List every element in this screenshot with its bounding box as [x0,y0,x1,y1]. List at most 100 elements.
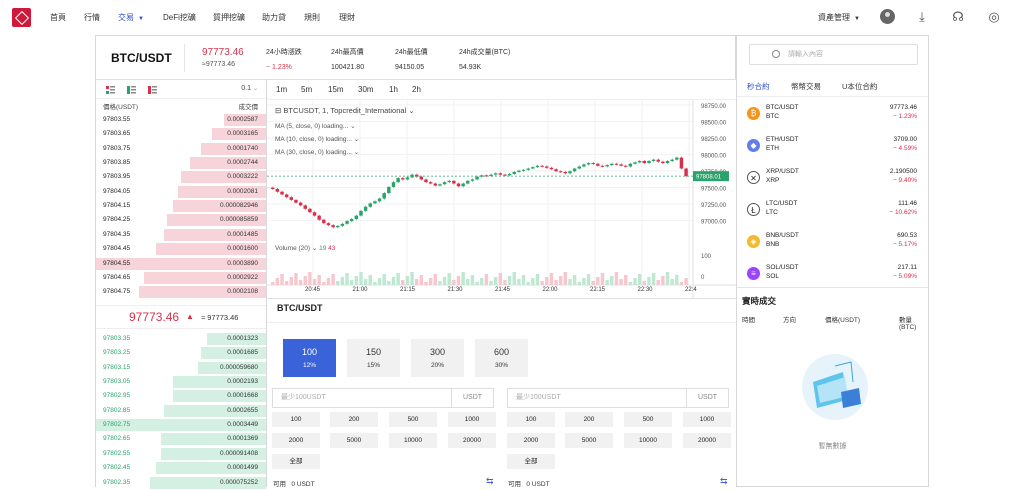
nav-staking[interactable]: 質押挖礦 [213,13,245,22]
orderbook-both-icon[interactable] [106,86,115,94]
bid-row[interactable]: 97803.25 0.0001685 [96,346,266,360]
avatar[interactable] [880,9,895,24]
all-button[interactable]: 全部 [272,454,320,469]
ask-row[interactable]: 97804.25 0.000085859 [96,213,266,227]
tab-spot[interactable]: 幣幣交易 [791,82,821,91]
pair-title[interactable]: BTC/USDT [111,51,172,65]
volume-label[interactable]: Volume (20) ⌄ 19 43 [275,245,336,252]
quick-amount-button[interactable]: 1000 [683,412,731,427]
buy-amount-input[interactable]: 最少100USDT USDT [272,388,494,408]
nav-defi[interactable]: DeFi挖礦 [163,13,196,22]
timeframe-2h[interactable]: 2h [412,85,421,94]
bid-row[interactable]: 97802.35 0.000075252 [96,476,266,490]
coin-row[interactable]: ◈ BNB/USDT BNB 690.53 − 5.17% [737,226,928,258]
ask-row[interactable]: 97804.45 0.0001600 [96,242,266,256]
quick-amount-button[interactable]: 2000 [507,433,555,448]
search-input[interactable]: 請輸入內容 [749,44,918,65]
coin-row[interactable]: ◆ ETH/USDT ETH 3709.00 − 4.59% [737,130,928,162]
coin-row[interactable]: Ł LTC/USDT LTC 111.46 − 10.62% [737,194,928,226]
all-button[interactable]: 全部 [507,454,555,469]
quick-amount-button[interactable]: 10000 [389,433,437,448]
nav-trade[interactable]: 交易 ▼ [118,12,144,23]
mid-price-sub: ≈ 97773.46 [201,313,239,322]
ask-row[interactable]: 97804.65 0.0002922 [96,271,266,285]
quick-amount-button[interactable]: 5000 [565,433,613,448]
ask-row[interactable]: 97803.65 0.0003165 [96,127,266,141]
chevron-down-icon[interactable]: ⌄ [408,106,415,115]
coin-row[interactable]: ✕ XRP/USDT XRP 2.190500 − 9.40% [737,162,928,194]
nav-home[interactable]: 首頁 [50,13,66,22]
quick-amount-button[interactable]: 100 [272,412,320,427]
timeframe-1h[interactable]: 1h [389,85,398,94]
globe-icon[interactable]: ◎ [988,9,1000,24]
asset-management-menu[interactable]: 資產管理 ▼ [818,12,860,23]
transfer-icon[interactable]: ⇆ [486,476,494,486]
quick-amount-button[interactable]: 10000 [624,433,672,448]
orderbook-bids-icon[interactable] [127,86,136,94]
ask-row[interactable]: 97803.95 0.0003222 [96,170,266,184]
ask-row[interactable]: 97804.55 0.0003890 [96,257,266,271]
coin-row[interactable]: ≡ SOL/USDT SOL 217.11 − 5.09% [737,258,928,290]
quick-amount-button[interactable]: 20000 [683,433,731,448]
ma-line-30[interactable]: MA (30, close, 0) loading... ⌄ [275,149,360,156]
quick-amount-button[interactable]: 200 [565,412,613,427]
ask-row[interactable]: 97803.85 0.0002744 [96,156,266,170]
quick-amount-button[interactable]: 100 [507,412,555,427]
precision-select[interactable]: 0.1 ⌄ [241,85,258,92]
quick-amount-button[interactable]: 5000 [330,433,378,448]
coin-change: − 10.62% [889,209,917,216]
ask-row[interactable]: 97803.75 0.0001740 [96,142,266,156]
price-chart[interactable]: 1m 5m 15m 30m 1h 2h 98750.00 98500.00 9825… [267,79,736,299]
tab-second-contract[interactable]: 秒合約 [747,82,770,91]
leverage-option[interactable]: 150 15% [347,339,400,377]
nav-loan[interactable]: 助力貸 [262,13,286,22]
timeframe-5m[interactable]: 5m [301,85,313,94]
quick-amount-button[interactable]: 2000 [272,433,320,448]
tab-usdt-futures[interactable]: U本位合約 [842,82,878,91]
candle-body [582,164,586,167]
candlestick-chart[interactable]: 98750.0098500.0098250.0098000.0097750.00… [267,100,736,299]
ma-line-5[interactable]: MA (5, close, 0) loading... ⌄ [275,123,356,130]
quick-amount-button[interactable]: 200 [330,412,378,427]
bid-row[interactable]: 97803.15 0.000059680 [96,361,266,375]
nav-market[interactable]: 行情 [84,13,100,22]
headset-icon[interactable]: ☊ [952,9,964,24]
orderbook-asks-icon[interactable] [148,86,157,94]
leverage-option[interactable]: 300 20% [411,339,464,377]
volume-bar [294,273,298,285]
bid-row[interactable]: 97803.05 0.0002193 [96,375,266,389]
ask-row[interactable]: 97804.35 0.0001485 [96,228,266,242]
quick-amount-button[interactable]: 500 [624,412,672,427]
bid-row[interactable]: 97803.35 0.0001323 [96,332,266,346]
bid-row[interactable]: 97802.45 0.0001499 [96,461,266,475]
bid-row[interactable]: 97802.55 0.000091408 [96,447,266,461]
top-nav: 首頁 行情 交易 ▼ DeFi挖礦 質押挖礦 助力貸 規則 理財 資產管理 ▼ ⤓ … [0,0,1024,35]
ask-row[interactable]: 97804.05 0.0002081 [96,185,266,199]
ask-row[interactable]: 97804.75 0.0002108 [96,285,266,299]
transfer-icon[interactable]: ⇆ [720,476,728,486]
nav-finance[interactable]: 理財 [339,13,355,22]
leverage-rate: 20% [430,362,444,369]
timeframe-15m[interactable]: 15m [328,85,344,94]
download-icon[interactable]: ⤓ [919,9,925,24]
timeframe-30m[interactable]: 30m [358,85,374,94]
collapse-icon[interactable]: ⊟ [275,106,282,115]
bid-row[interactable]: 97802.65 0.0001369 [96,432,266,446]
quick-amount-button[interactable]: 500 [389,412,437,427]
leverage-option[interactable]: 100 12% [283,339,336,377]
logo[interactable] [12,8,31,27]
quick-amount-button[interactable]: 20000 [448,433,496,448]
bid-row[interactable]: 97802.95 0.0001668 [96,389,266,403]
candle-body [298,202,303,206]
ask-row[interactable]: 97803.55 0.0002587 [96,113,266,127]
bid-row[interactable]: 97802.75 0.0003449 [96,418,266,432]
timeframe-1m[interactable]: 1m [276,85,288,94]
quick-amount-button[interactable]: 1000 [448,412,496,427]
leverage-option[interactable]: 600 30% [475,339,528,377]
ask-row[interactable]: 97804.15 0.000082946 [96,199,266,213]
coin-row[interactable]: ₿ BTC/USDT BTC 97773.46 − 1.23% [737,98,928,130]
nav-rules[interactable]: 規則 [304,13,320,22]
sell-amount-input[interactable]: 最少100USDT USDT [507,388,729,408]
ma-line-10[interactable]: MA (10, close, 0) loading... ⌄ [275,136,360,143]
bid-row[interactable]: 97802.85 0.0002655 [96,404,266,418]
